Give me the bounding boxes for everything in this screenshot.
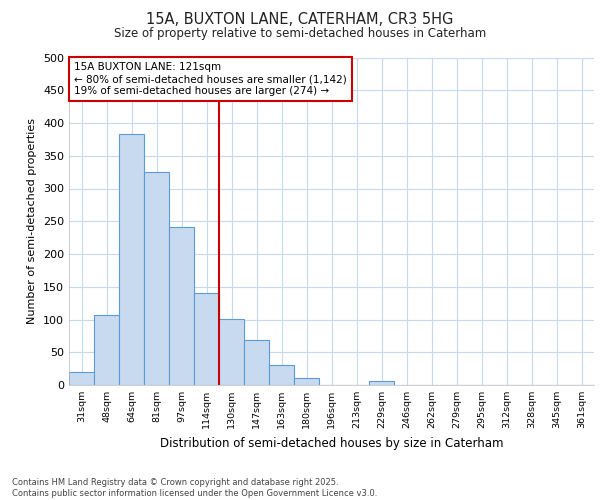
Text: 15A BUXTON LANE: 121sqm
← 80% of semi-detached houses are smaller (1,142)
19% of: 15A BUXTON LANE: 121sqm ← 80% of semi-de… (74, 62, 347, 96)
Bar (194, 292, 219, 385)
Bar (219, 319, 244, 385)
Bar (94, 315, 119, 385)
Bar (144, 172, 169, 385)
Bar (244, 340, 269, 385)
Text: 15A, BUXTON LANE, CATERHAM, CR3 5HG: 15A, BUXTON LANE, CATERHAM, CR3 5HG (146, 12, 454, 28)
Bar (169, 227, 194, 385)
Text: Size of property relative to semi-detached houses in Caterham: Size of property relative to semi-detach… (114, 28, 486, 40)
X-axis label: Distribution of semi-detached houses by size in Caterham: Distribution of semi-detached houses by … (160, 436, 503, 450)
Bar (269, 366, 294, 385)
Text: Contains HM Land Registry data © Crown copyright and database right 2025.
Contai: Contains HM Land Registry data © Crown c… (12, 478, 377, 498)
Bar (69, 372, 94, 385)
Y-axis label: Number of semi-detached properties: Number of semi-detached properties (28, 118, 37, 324)
Bar (119, 134, 144, 385)
Bar (294, 378, 319, 385)
Bar (369, 381, 394, 385)
